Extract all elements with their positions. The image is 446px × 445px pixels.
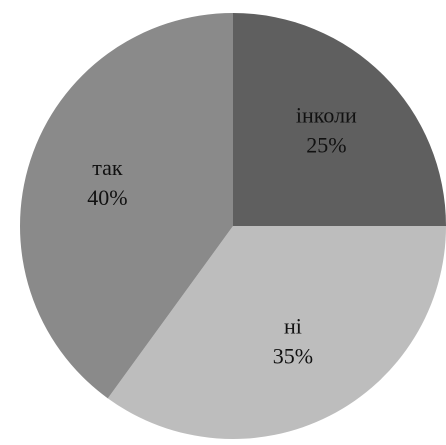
pie-slices — [20, 13, 446, 439]
pie-slice-0 — [233, 13, 446, 226]
pie-slice-value-label-1: 35% — [273, 344, 313, 369]
pie-slice-value-label-0: 25% — [306, 133, 346, 158]
pie-slice-label-2: так — [92, 155, 123, 180]
pie-labels: інколи 25% ні 35% так 40% — [87, 103, 357, 369]
pie-slice-1 — [107, 226, 446, 439]
pie-slice-value-label-2: 40% — [87, 185, 127, 210]
pie-slice-label-1: ні — [284, 314, 302, 339]
pie-slice-label-0: інколи — [296, 103, 357, 128]
pie-slice-2 — [20, 13, 234, 399]
